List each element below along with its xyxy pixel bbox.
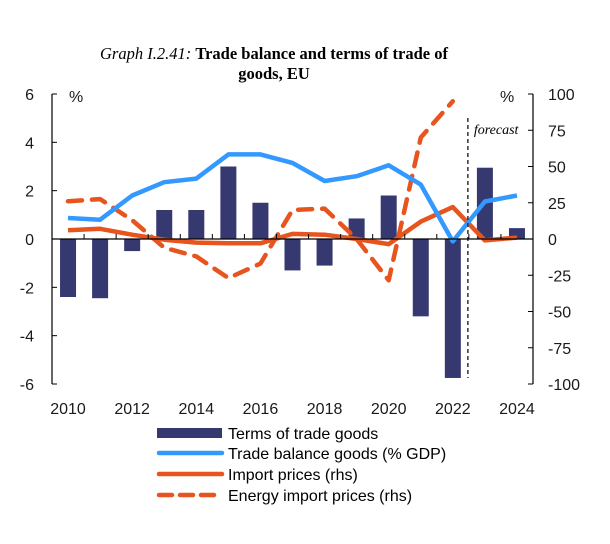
left-tick-label: 2 [25,184,34,201]
right-axis-unit: % [500,89,514,106]
right-tick-label: 0 [548,232,557,249]
chart-title-prefix: Graph I.2.41: [100,44,192,63]
legend-label-import-prices: Import prices (rhs) [228,467,358,484]
line-import-prices [67,204,518,247]
line-energy-import-prices [65,99,456,283]
x-tick-label: 2020 [371,401,407,418]
right-tick-label: -25 [548,268,571,285]
bar-terms-of-trade-2010 [60,239,77,297]
left-tick-label: 4 [25,135,34,152]
bar-terms-of-trade-2012 [124,239,141,252]
bar-terms-of-trade-2019 [348,218,365,239]
right-tick-label: -100 [548,377,580,394]
left-tick-label: 6 [25,87,34,104]
right-tick-label: -75 [548,341,571,358]
bar-terms-of-trade-2018 [316,239,333,266]
bar-terms-of-trade-2014 [188,210,205,239]
left-tick-label: -6 [20,377,34,394]
right-tick-label: 100 [548,87,575,104]
bar-terms-of-trade-2017 [284,239,301,271]
x-tick-label: 2014 [179,401,215,418]
bar-terms-of-trade-2016 [252,202,269,239]
x-tick-label: 2022 [435,401,471,418]
bar-group [60,166,525,378]
right-tick-label: 25 [548,196,566,213]
forecast-label: forecast [474,123,520,138]
line-group [65,99,518,283]
bar-terms-of-trade-2013 [156,210,173,239]
right-tick-label: 50 [548,160,566,177]
legend-label-terms-of-trade: Terms of trade goods [228,426,378,443]
chart-title: Graph I.2.41: Trade balance and terms of… [0,44,548,84]
legend-label-energy-import-prices: Energy import prices (rhs) [228,488,412,505]
bar-terms-of-trade-2024 [508,228,525,239]
line-trade-balance [67,152,518,244]
bar-terms-of-trade-2022 [444,239,461,378]
left-tick-label: -4 [20,329,34,346]
axes: forecast 6 4 2 0 -2 -4 -6% 100 75 50 25 0 -25 -50 -75 -1… [20,87,580,418]
legend: Terms of trade goods Trade balance goods … [156,426,446,505]
bar-terms-of-trade-2020 [380,195,397,239]
x-tick-label: 2012 [114,401,150,418]
x-tick-label: 2018 [307,401,343,418]
x-tick-label: 2024 [499,401,535,418]
legend-label-trade-balance: Trade balance goods (% GDP) [228,446,446,463]
legend-swatch-terms-of-trade [157,428,222,438]
left-tick-label: -2 [20,280,34,297]
x-tick-label: 2016 [243,401,279,418]
right-tick-label: -50 [548,305,571,322]
chart-title-line1: Trade balance and terms of trade of [195,44,448,63]
right-tick-label: 75 [548,123,566,140]
bar-terms-of-trade-2011 [92,239,109,299]
x-tick-label: 2010 [50,401,86,418]
bar-terms-of-trade-2015 [220,166,237,239]
bar-terms-of-trade-2021 [412,239,429,317]
left-tick-label: 0 [25,232,34,249]
chart-title-line2: goods, EU [238,64,310,83]
left-axis-unit: % [69,89,83,106]
